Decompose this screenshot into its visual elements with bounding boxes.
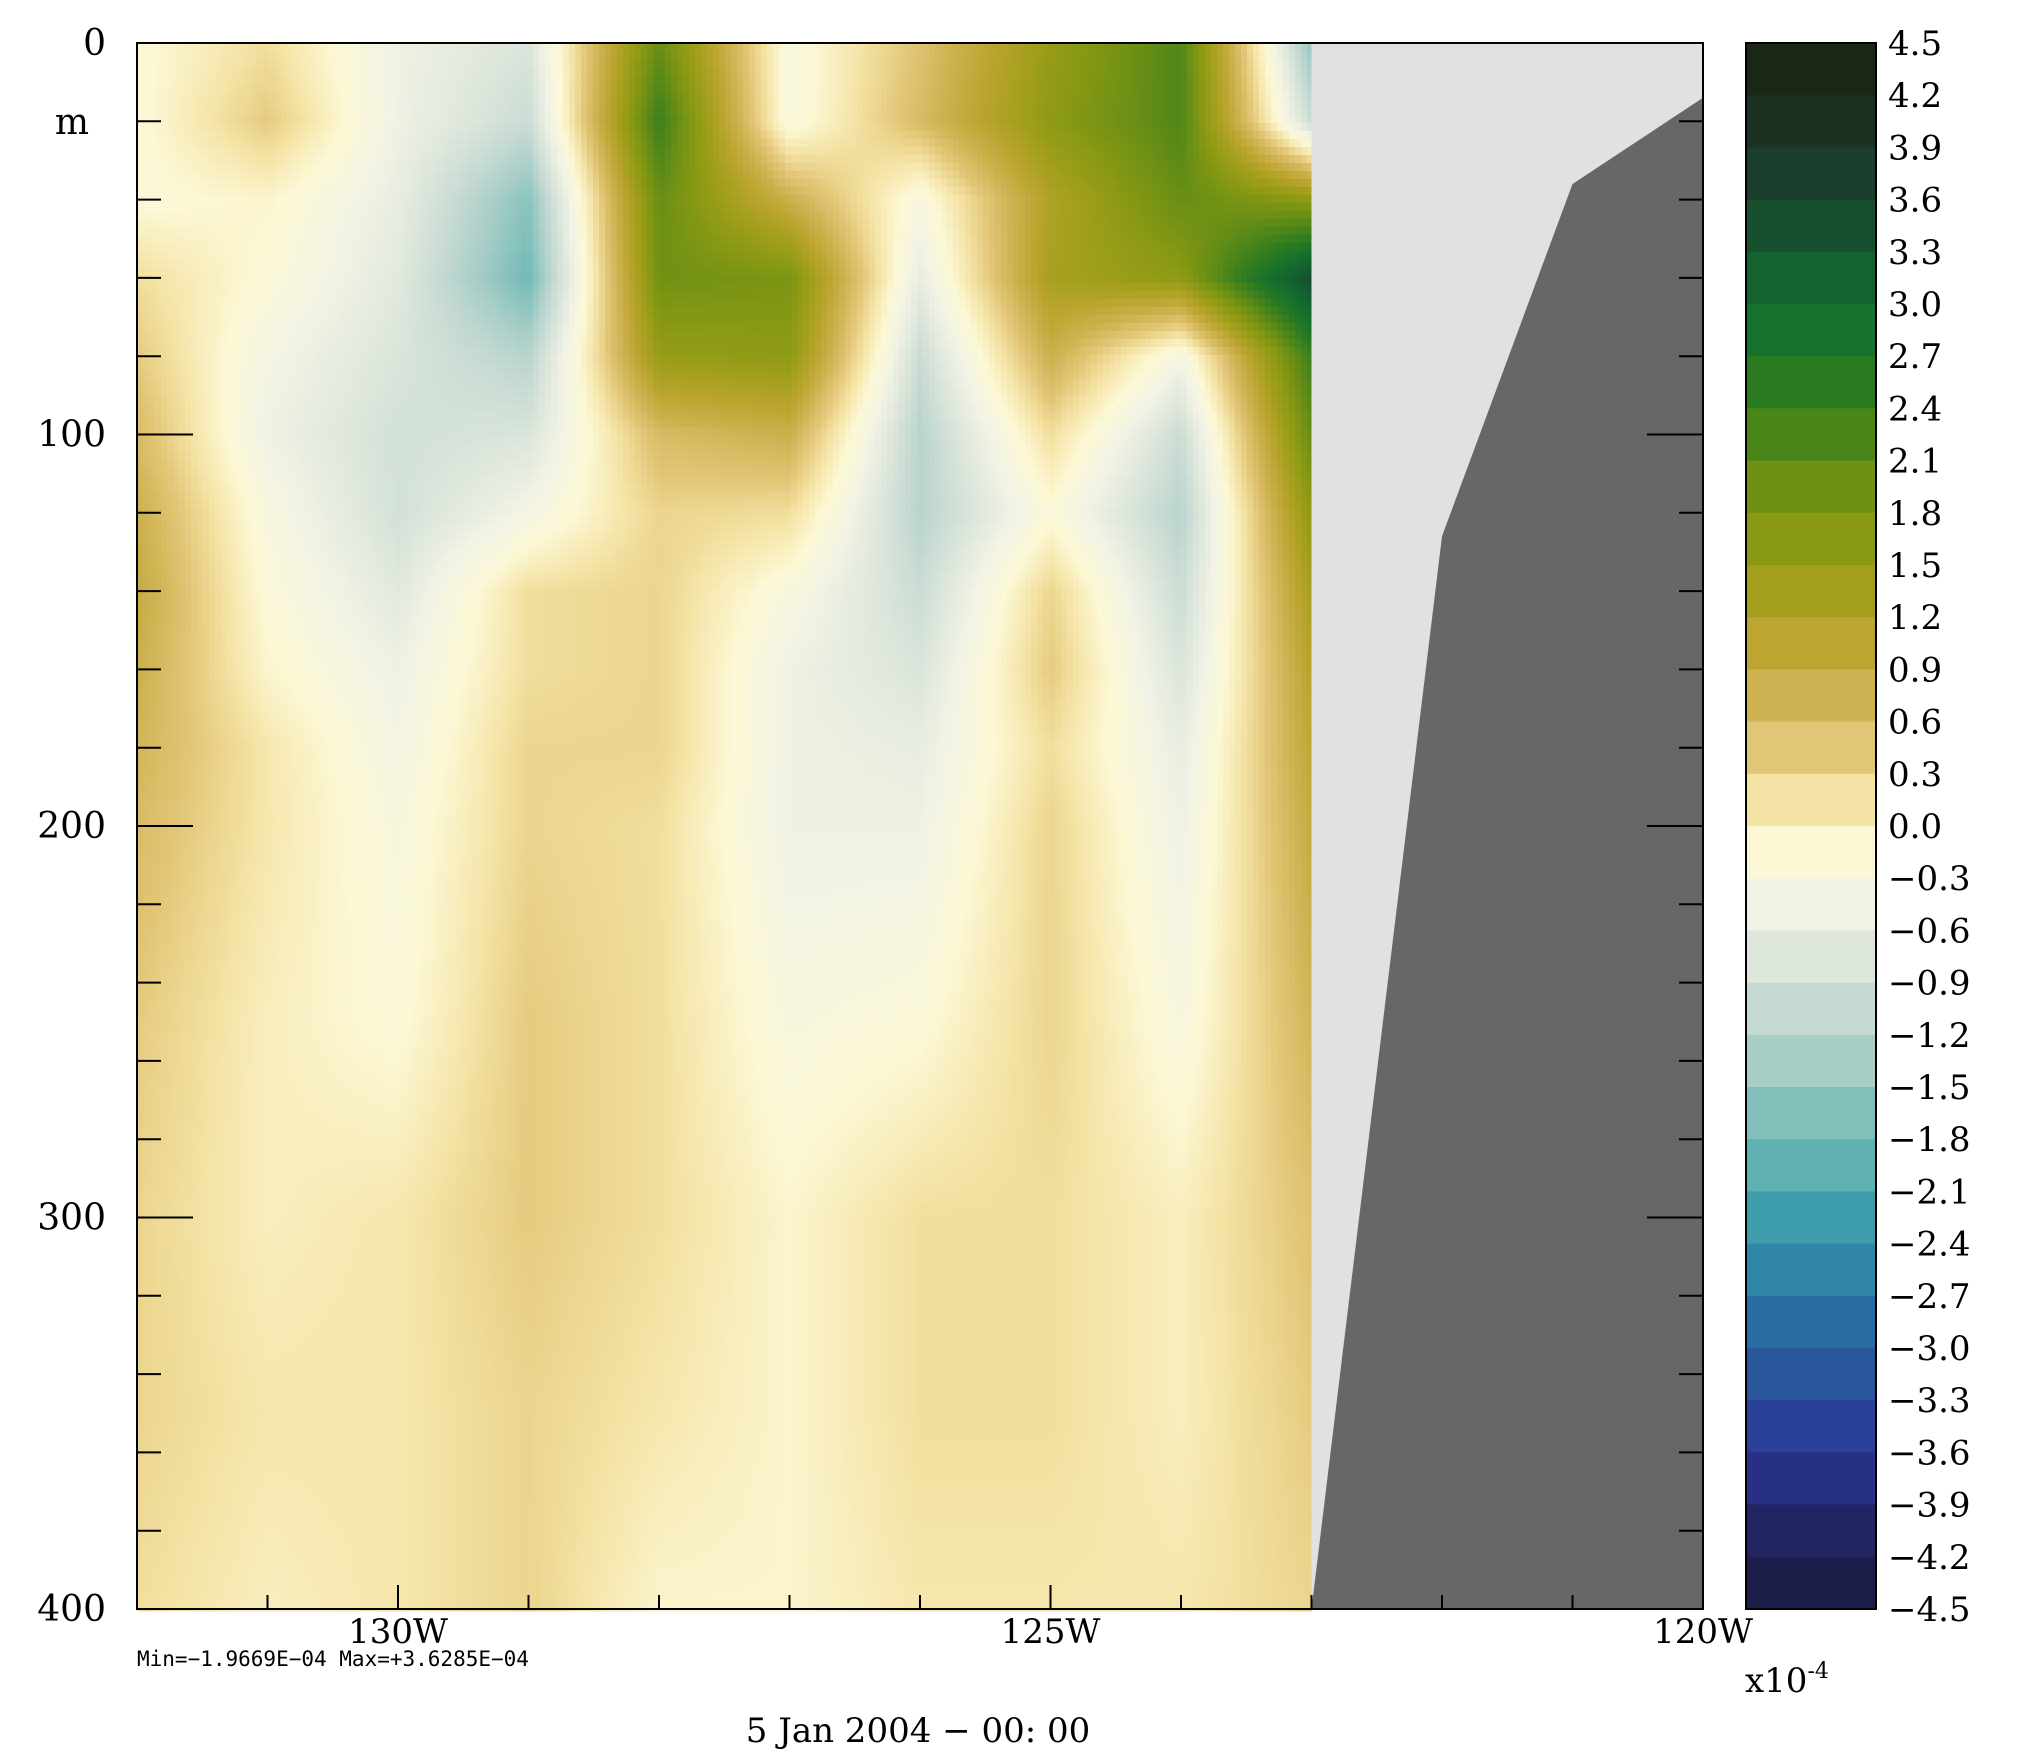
colorbar-label: 3.6: [1888, 181, 1942, 221]
colorbar-swatch: [1746, 1139, 1876, 1192]
colorbar-label: 0.0: [1888, 807, 1942, 847]
colorbar-swatch: [1746, 930, 1876, 983]
colorbar-label: −0.6: [1888, 911, 1971, 951]
colorbar-label: 4.5: [1888, 24, 1942, 64]
colorbar-label: −2.4: [1888, 1225, 1971, 1265]
colorbar-swatch: [1746, 1087, 1876, 1140]
colorbar-label: −2.7: [1888, 1277, 1971, 1317]
colorbar-label: −1.5: [1888, 1068, 1971, 1108]
colorbar-swatch: [1746, 200, 1876, 253]
colorbar-label: 2.4: [1888, 389, 1942, 429]
colorbar-swatch: [1746, 1452, 1876, 1505]
colorbar-swatch: [1746, 304, 1876, 357]
colorbar-label: −3.9: [1888, 1486, 1971, 1526]
colorbar-swatch: [1746, 356, 1876, 409]
colorbar-label: −4.2: [1888, 1538, 1971, 1578]
colorbar-swatch: [1746, 826, 1876, 879]
colorbar-swatch: [1746, 147, 1876, 200]
colorbar-swatch: [1746, 1191, 1876, 1244]
colorbar-swatch: [1746, 252, 1876, 305]
colorbar-label: 1.5: [1888, 546, 1942, 586]
y-tick-label: 100: [37, 415, 106, 456]
colorbar-swatch: [1746, 408, 1876, 461]
colorbar-label: 1.8: [1888, 494, 1942, 534]
colorbar-swatch: [1746, 513, 1876, 566]
colorbar-swatch: [1746, 617, 1876, 670]
y-tick-label: 300: [37, 1198, 106, 1239]
colorbar-label: −4.5: [1888, 1590, 1971, 1630]
y-tick-label: 400: [37, 1589, 106, 1630]
colorbar-label: −0.9: [1888, 964, 1971, 1004]
colorbar-swatch: [1746, 1296, 1876, 1349]
x-tick-label: 120W: [1653, 1612, 1753, 1652]
colorbar-multiplier: x10-4: [1745, 1659, 1829, 1701]
colorbar-label: 1.2: [1888, 598, 1942, 638]
data-field: [137, 43, 1312, 1612]
colorbar-swatch: [1746, 565, 1876, 618]
colorbar-label: 3.0: [1888, 285, 1942, 325]
x-tick-label: 130W: [348, 1612, 448, 1652]
colorbar-label: 0.6: [1888, 703, 1942, 743]
colorbar-label: −3.6: [1888, 1433, 1971, 1473]
colorbar-label: −1.8: [1888, 1120, 1971, 1160]
x-tick-label: 125W: [1001, 1612, 1101, 1652]
colorbar-label: 2.7: [1888, 337, 1942, 377]
colorbar-label: 0.3: [1888, 755, 1942, 795]
colorbar-label: 4.2: [1888, 76, 1942, 116]
colorbar-label: 3.3: [1888, 233, 1942, 273]
colorbar-swatch: [1746, 983, 1876, 1036]
colorbar-swatch: [1746, 461, 1876, 514]
colorbar-swatch: [1746, 1400, 1876, 1453]
colorbar-swatch: [1746, 774, 1876, 827]
colorbar-label: 3.9: [1888, 128, 1942, 168]
colorbar-label: 0.9: [1888, 650, 1942, 690]
colorbar-swatch: [1746, 669, 1876, 722]
colorbar-swatch: [1746, 722, 1876, 775]
colorbar-swatch: [1746, 1244, 1876, 1297]
min-max-stats: Min=−1.9669E−04 Max=+3.6285E−04: [137, 1647, 529, 1671]
colorbar-label: −2.1: [1888, 1172, 1971, 1212]
colorbar: 4.5 4.2 3.9 3.6 3.3 3.0 2.7 2.4 2.1 1.8 1.5 1.2 0.9 0…: [1746, 24, 1971, 1630]
colorbar-label: −3.3: [1888, 1381, 1971, 1421]
y-axis-unit-label: m: [55, 102, 89, 143]
colorbar-label: −3.0: [1888, 1329, 1971, 1369]
colorbar-swatch: [1746, 43, 1876, 96]
colorbar-swatch: [1746, 1035, 1876, 1088]
colorbar-swatch: [1746, 878, 1876, 931]
colorbar-swatch: [1746, 1557, 1876, 1610]
colorbar-swatch: [1746, 95, 1876, 148]
y-tick-label: 200: [37, 806, 106, 847]
colorbar-label: −1.2: [1888, 1016, 1971, 1056]
colorbar-label: −0.3: [1888, 859, 1971, 899]
colorbar-swatch: [1746, 1348, 1876, 1401]
colorbar-swatch: [1746, 1505, 1876, 1558]
plot-area: [137, 43, 1703, 1612]
y-tick-label: 0: [83, 23, 106, 64]
colorbar-label: 2.1: [1888, 442, 1942, 482]
date-label: 5 Jan 2004 − 00: 00: [746, 1711, 1090, 1751]
